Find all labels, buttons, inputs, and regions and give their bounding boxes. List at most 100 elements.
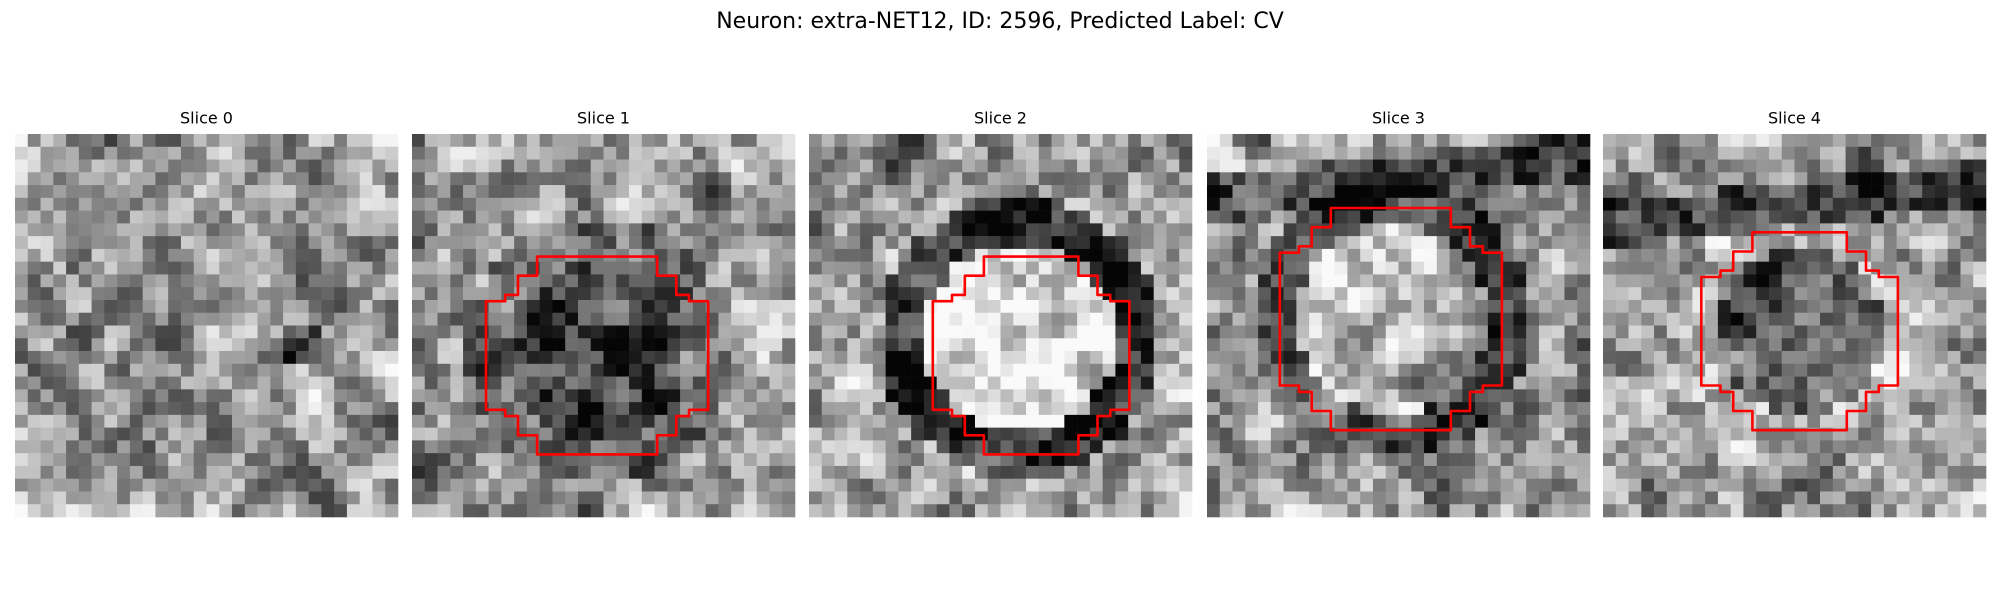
image-pixel xyxy=(1538,504,1552,518)
image-pixel xyxy=(974,363,989,377)
image-pixel xyxy=(244,172,258,186)
image-pixel xyxy=(295,440,309,454)
image-pixel xyxy=(308,325,322,339)
image-pixel xyxy=(1077,414,1091,428)
image-pixel xyxy=(1896,299,1910,314)
image-pixel xyxy=(488,325,502,339)
image-pixel xyxy=(949,210,963,224)
image-pixel xyxy=(1526,236,1540,250)
image-pixel xyxy=(1102,427,1116,441)
image-pixel xyxy=(705,274,719,288)
image-pixel xyxy=(1347,236,1361,250)
image-pixel xyxy=(1321,376,1335,390)
image-pixel xyxy=(475,134,489,148)
image-pixel xyxy=(168,478,182,492)
image-pixel xyxy=(1296,197,1310,211)
image-pixel xyxy=(180,134,195,148)
image-pixel xyxy=(847,402,861,416)
image-pixel xyxy=(1424,338,1438,352)
image-pixel xyxy=(1756,478,1770,492)
image-pixel xyxy=(1922,363,1936,377)
image-pixel xyxy=(206,261,220,275)
image-pixel xyxy=(40,491,54,505)
image-pixel xyxy=(860,414,874,428)
image-pixel xyxy=(1551,197,1565,211)
image-pixel xyxy=(1077,351,1091,365)
image-pixel xyxy=(359,172,373,186)
image-pixel xyxy=(1219,491,1233,505)
image-pixel xyxy=(809,402,823,416)
image-pixel xyxy=(1270,236,1284,250)
image-pixel xyxy=(577,210,592,224)
image-pixel xyxy=(526,478,540,492)
image-pixel xyxy=(385,478,399,492)
image-pixel xyxy=(424,312,438,326)
image-pixel xyxy=(66,210,80,224)
image-pixel xyxy=(1654,389,1668,403)
image-pixel xyxy=(193,453,207,467)
image-pixel xyxy=(346,504,360,518)
image-pixel xyxy=(1347,414,1361,428)
image-pixel xyxy=(987,146,1001,160)
image-pixel xyxy=(1820,236,1834,250)
image-pixel xyxy=(731,185,745,199)
image-pixel xyxy=(1013,465,1027,479)
image-pixel xyxy=(1692,299,1706,314)
image-pixel xyxy=(885,312,899,326)
image-pixel xyxy=(1768,197,1783,211)
image-pixel xyxy=(1615,223,1629,237)
image-pixel xyxy=(1551,134,1565,148)
image-pixel xyxy=(1730,287,1744,301)
image-pixel xyxy=(1462,363,1476,377)
image-pixel xyxy=(1896,325,1910,339)
image-pixel xyxy=(1038,185,1052,199)
image-pixel xyxy=(743,351,757,365)
image-pixel xyxy=(1538,299,1552,314)
image-pixel xyxy=(1603,453,1617,467)
image-pixel xyxy=(1781,376,1795,390)
image-pixel xyxy=(552,172,566,186)
image-pixel xyxy=(1577,287,1591,301)
image-pixel xyxy=(488,248,502,262)
image-pixel xyxy=(359,159,373,173)
image-pixel xyxy=(1781,172,1795,186)
image-pixel xyxy=(168,363,182,377)
image-pixel xyxy=(1038,159,1052,173)
image-pixel xyxy=(180,504,195,518)
image-pixel xyxy=(321,351,335,365)
image-pixel xyxy=(641,402,655,416)
image-pixel xyxy=(1768,414,1783,428)
image-pixel xyxy=(1666,338,1680,352)
image-pixel xyxy=(603,312,617,326)
image-pixel xyxy=(847,504,861,518)
image-pixel xyxy=(1973,172,1987,186)
image-pixel xyxy=(155,427,169,441)
image-pixel xyxy=(1487,159,1501,173)
image-pixel xyxy=(372,325,386,339)
image-pixel xyxy=(412,453,426,467)
image-pixel xyxy=(1577,351,1591,365)
image-pixel xyxy=(1871,197,1885,211)
image-pixel xyxy=(1538,363,1552,377)
image-pixel xyxy=(1717,453,1731,467)
image-pixel xyxy=(1128,223,1142,237)
image-pixel xyxy=(321,185,335,199)
image-pixel xyxy=(667,465,681,479)
image-pixel xyxy=(488,134,502,148)
image-pixel xyxy=(372,389,386,403)
image-pixel xyxy=(1385,312,1399,326)
image-pixel xyxy=(244,197,258,211)
image-pixel xyxy=(1794,185,1808,199)
image-pixel xyxy=(1526,351,1540,365)
image-pixel xyxy=(1026,134,1040,148)
image-pixel xyxy=(1666,376,1680,390)
image-pixel xyxy=(756,478,770,492)
image-pixel xyxy=(923,134,937,148)
image-pixel xyxy=(283,236,297,250)
image-pixel xyxy=(616,465,630,479)
image-pixel xyxy=(743,197,757,211)
image-pixel xyxy=(91,134,105,148)
image-pixel xyxy=(974,261,989,275)
image-pixel xyxy=(1360,287,1374,301)
image-pixel xyxy=(168,351,182,365)
